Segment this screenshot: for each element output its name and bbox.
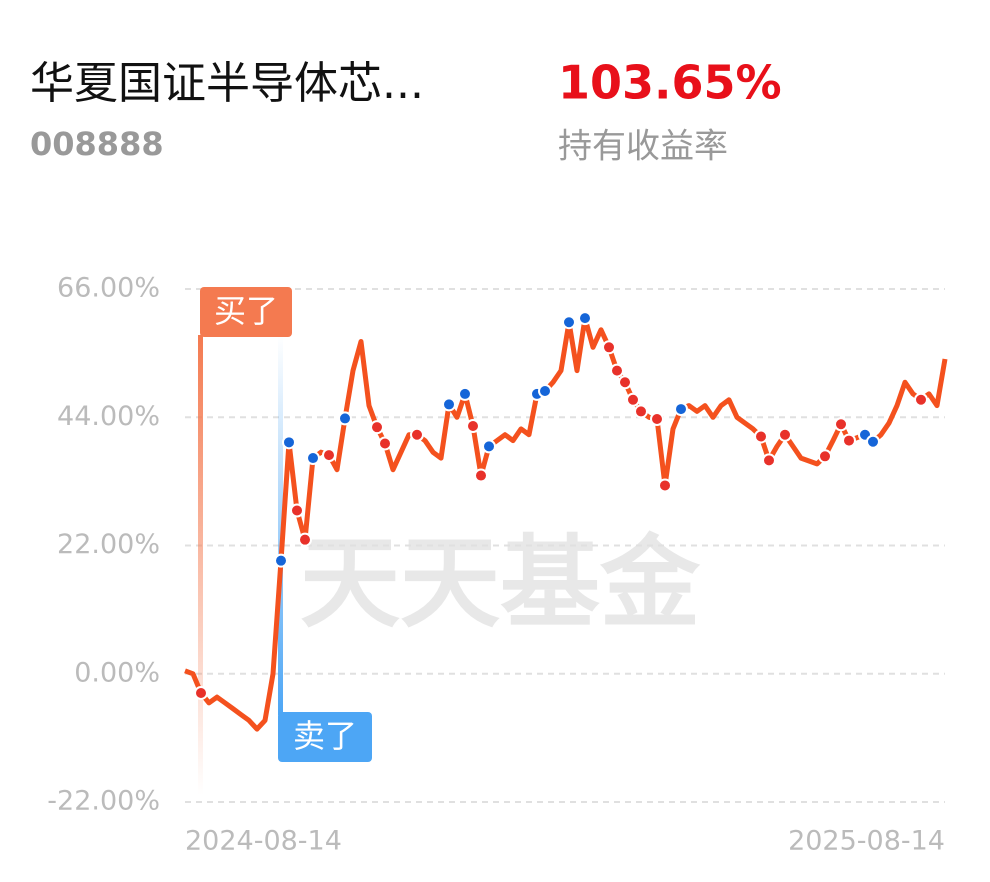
sell-marker: [562, 315, 576, 330]
buy-marker: [466, 418, 480, 433]
x-tick-label: 2024-08-14: [185, 826, 342, 857]
sell-marker: [866, 434, 880, 449]
buy-tag: [200, 287, 292, 337]
sell-marker: [306, 451, 320, 466]
chart: 天天基金 -22.00% 0.00% 22.00% 44.00% 66.00% 2024-0…: [47, 273, 948, 857]
y-tick-label: 0.00%: [74, 657, 160, 688]
buy-band: [198, 335, 203, 795]
buy-marker: [754, 429, 768, 444]
x-tick-label: 2025-08-14: [788, 826, 945, 857]
buy-marker: [618, 375, 632, 390]
sell-tag: [278, 712, 372, 762]
buy-marker: [610, 363, 624, 378]
buy-marker: [410, 427, 424, 442]
sell-marker: [538, 384, 552, 399]
buy-marker: [834, 417, 848, 432]
buy-marker: [378, 436, 392, 451]
y-tick-label: -22.00%: [47, 786, 160, 817]
buy-marker: [658, 478, 672, 493]
return-label: 持有收益率: [558, 127, 728, 167]
buy-marker: [298, 532, 312, 547]
y-tick-label: 66.00%: [57, 273, 160, 304]
sell-tag-label: 卖了: [293, 717, 357, 755]
buy-marker: [290, 503, 304, 518]
sell-marker: [482, 439, 496, 454]
buy-marker: [602, 340, 616, 355]
y-tick-label: 44.00%: [57, 401, 160, 432]
buy-marker: [914, 392, 928, 407]
fund-code: 008888: [30, 125, 164, 163]
buy-marker: [626, 392, 640, 407]
fund-name[interactable]: 华夏国证半导体芯...: [30, 58, 424, 109]
buy-marker: [474, 468, 488, 483]
sell-band: [278, 335, 283, 715]
buy-marker: [842, 433, 856, 448]
sell-marker: [338, 411, 352, 426]
buy-marker: [818, 449, 832, 464]
sell-marker: [578, 311, 592, 326]
buy-marker: [194, 685, 208, 700]
buy-tag-label: 买了: [214, 292, 278, 330]
sell-marker: [458, 386, 472, 401]
sell-marker: [282, 435, 296, 450]
buy-marker: [650, 411, 664, 426]
buy-marker: [322, 448, 336, 463]
buy-marker: [762, 453, 776, 468]
sell-marker: [442, 397, 456, 412]
sell-marker: [674, 402, 688, 417]
buy-marker: [634, 404, 648, 419]
return-value: 103.65%: [558, 56, 782, 110]
watermark: 天天基金: [300, 524, 701, 641]
line: [184, 315, 948, 732]
y-tick-label: 22.00%: [57, 529, 160, 560]
sell-marker: [274, 553, 288, 568]
buy-marker: [778, 427, 792, 442]
buy-marker: [370, 420, 384, 435]
